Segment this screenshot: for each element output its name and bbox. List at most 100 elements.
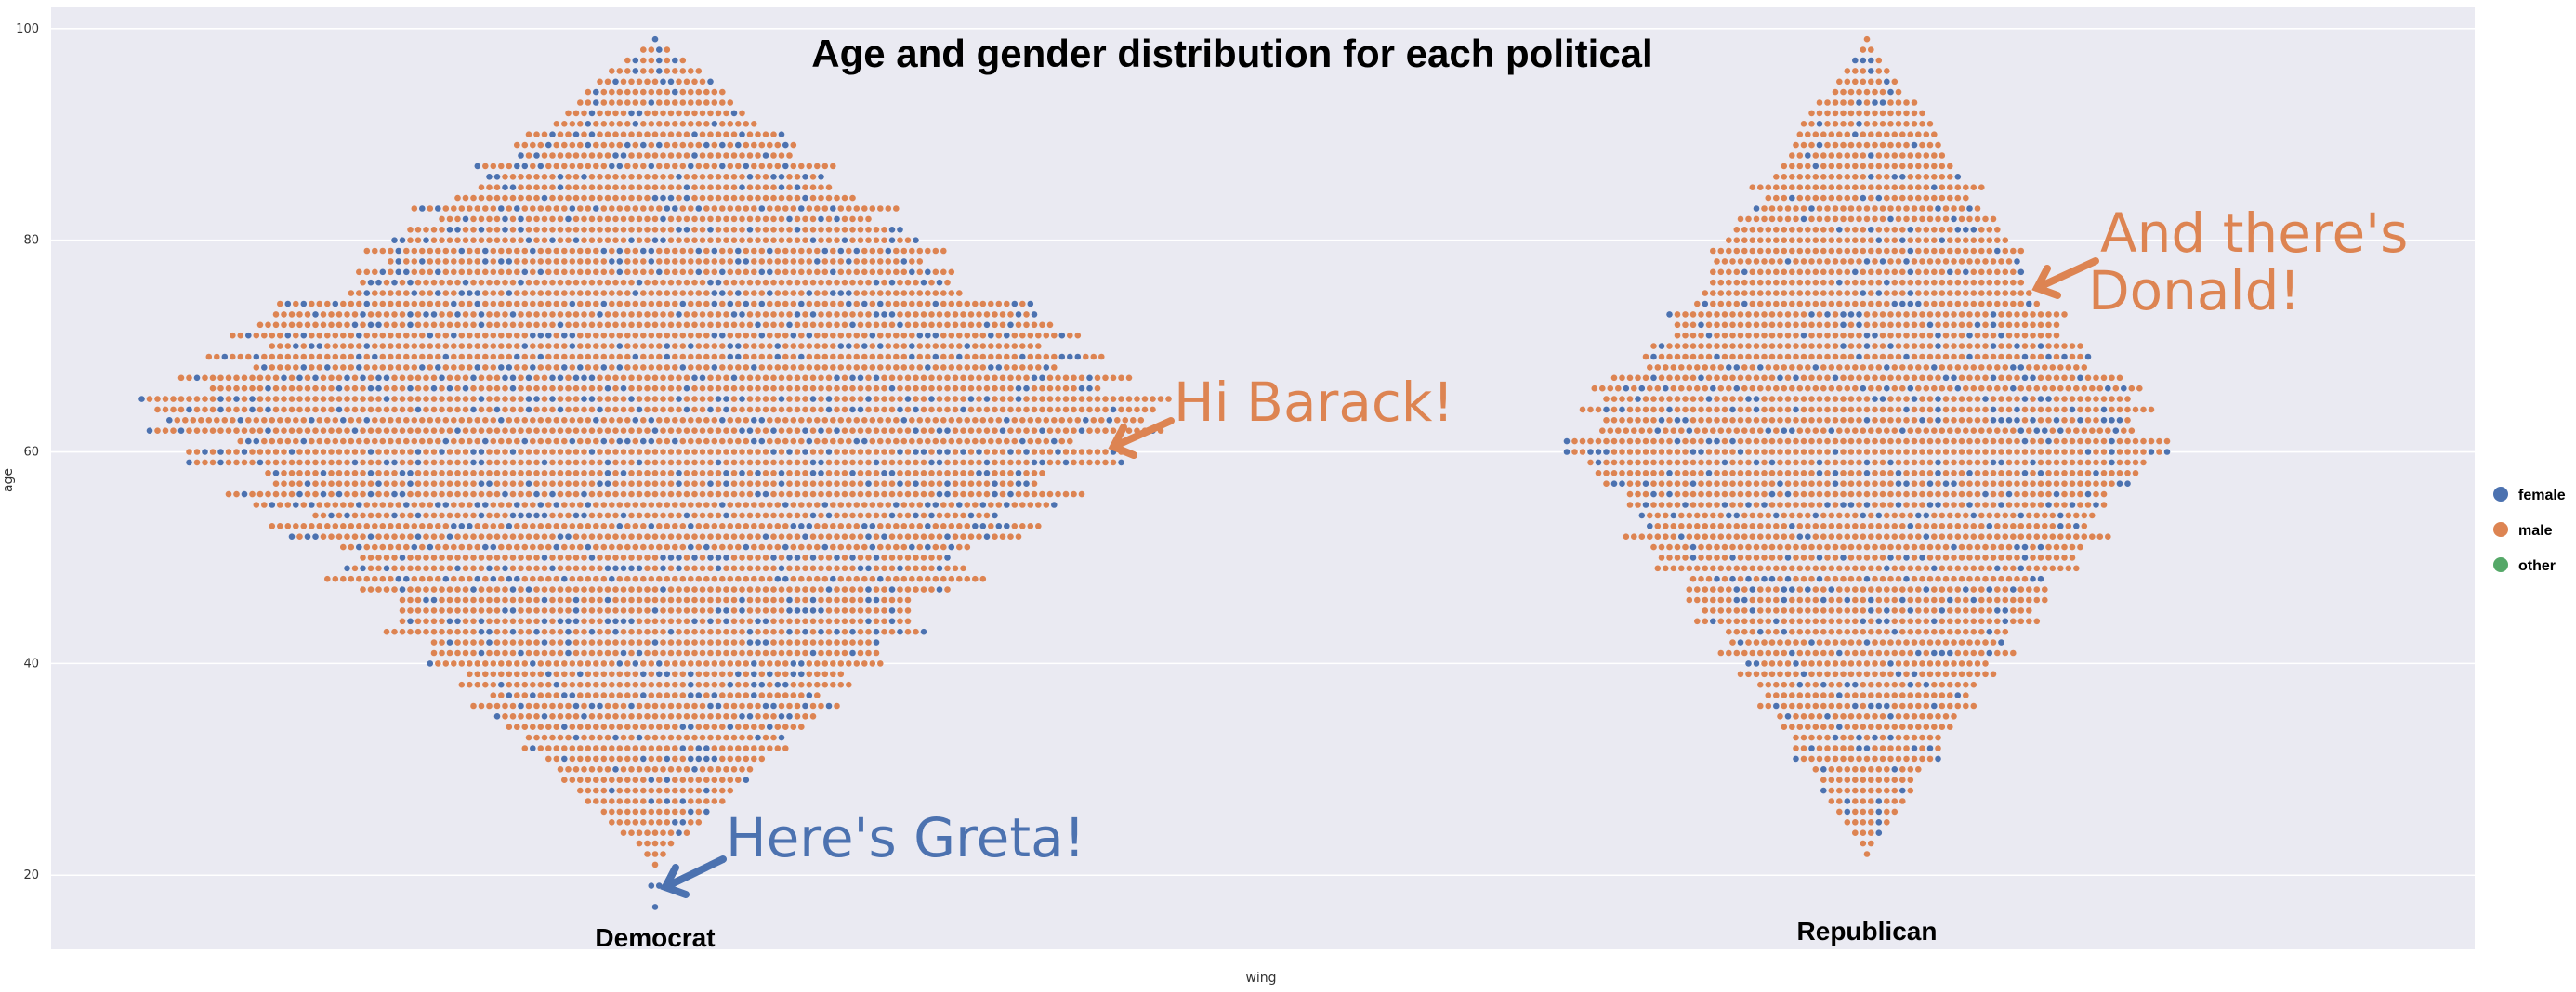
point: [514, 258, 520, 265]
point: [506, 163, 513, 170]
point: [284, 437, 292, 445]
point: [818, 321, 824, 329]
point: [604, 533, 611, 540]
point: [1891, 724, 1899, 730]
point: [561, 141, 568, 149]
point: [1884, 787, 1890, 794]
point: [782, 692, 789, 698]
point: [1090, 353, 1097, 360]
point: [802, 480, 808, 487]
point: [407, 279, 414, 286]
point: [419, 437, 426, 445]
point: [502, 512, 508, 519]
point: [486, 649, 493, 657]
point: [711, 258, 718, 265]
point: [683, 459, 690, 466]
point: [593, 681, 599, 688]
point: [628, 586, 635, 593]
point: [739, 480, 745, 487]
point: [604, 215, 611, 223]
point: [545, 724, 552, 730]
point: [743, 745, 750, 751]
point: [553, 437, 560, 445]
point: [778, 131, 785, 137]
point: [691, 311, 698, 318]
point: [928, 427, 935, 435]
point: [735, 777, 742, 783]
point: [518, 639, 524, 646]
point: [561, 543, 568, 551]
point: [1868, 829, 1874, 836]
point: [755, 184, 761, 190]
point: [439, 406, 445, 413]
point: [399, 586, 406, 593]
point: [391, 321, 398, 329]
point: [585, 141, 592, 149]
point: [755, 565, 761, 572]
point: [423, 596, 429, 604]
point: [388, 417, 394, 424]
point: [581, 533, 587, 540]
point: [888, 565, 896, 572]
point: [1800, 755, 1807, 763]
point: [518, 555, 524, 561]
point: [715, 321, 722, 329]
point: [265, 470, 271, 476]
point: [506, 437, 513, 445]
point: [667, 396, 675, 402]
point: [585, 300, 592, 307]
point: [439, 385, 445, 392]
point: [348, 543, 355, 551]
point: [446, 470, 453, 476]
point: [767, 575, 773, 582]
point: [324, 364, 331, 371]
point: [695, 755, 703, 763]
point: [628, 131, 635, 137]
point: [972, 417, 979, 424]
point: [588, 512, 596, 519]
point: [904, 311, 912, 318]
point: [679, 437, 687, 445]
point: [699, 279, 706, 286]
point: [1086, 449, 1093, 455]
point: [597, 702, 603, 710]
point: [636, 237, 643, 243]
point: [340, 353, 347, 360]
point: [798, 300, 805, 307]
point: [707, 174, 714, 180]
point: [620, 406, 627, 413]
point: [154, 396, 161, 402]
point: [739, 131, 745, 137]
point: [688, 437, 694, 445]
point: [442, 575, 450, 582]
point: [233, 406, 240, 413]
point: [746, 184, 754, 190]
point: [920, 449, 927, 455]
point: [624, 364, 631, 371]
point: [830, 364, 836, 371]
point: [565, 427, 572, 435]
point: [502, 237, 508, 243]
point: [541, 321, 548, 329]
point: [679, 290, 687, 296]
point: [277, 417, 283, 424]
point: [348, 290, 355, 296]
point: [486, 512, 493, 519]
point: [699, 174, 706, 180]
point: [865, 227, 872, 233]
point: [672, 99, 678, 106]
point: [320, 459, 327, 466]
point: [446, 490, 453, 498]
point: [502, 618, 508, 625]
point: [328, 396, 335, 402]
point: [265, 374, 271, 382]
point: [1844, 808, 1851, 816]
point: [490, 437, 497, 445]
point: [715, 533, 722, 540]
point: [758, 724, 766, 730]
point: [664, 755, 671, 763]
point: [885, 268, 892, 276]
point: [1812, 766, 1820, 773]
point: [451, 364, 457, 371]
point: [636, 480, 643, 487]
